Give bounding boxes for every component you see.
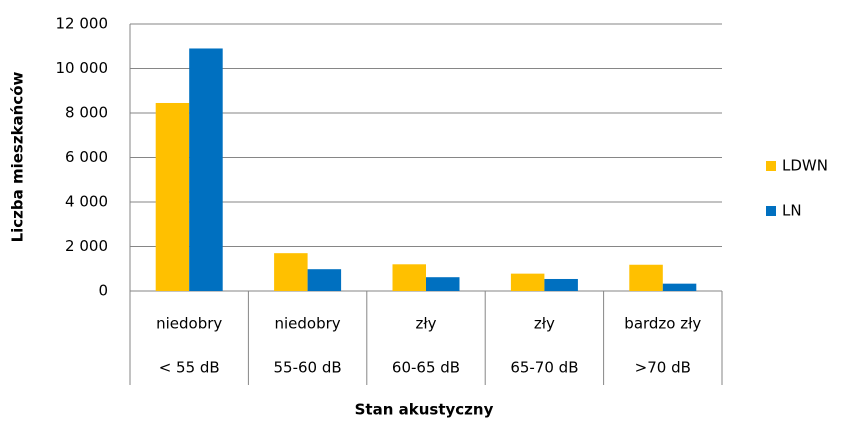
bar (189, 48, 223, 291)
x-tick-label: zły (534, 315, 555, 333)
x-tick-label: 55-60 dB (274, 359, 342, 377)
bar (510, 273, 545, 291)
y-tick-label: 12 000 (56, 15, 109, 33)
legend-label: LN (782, 202, 802, 220)
x-tick-label: < 55 dB (159, 359, 220, 377)
bar (426, 277, 460, 291)
x-tick-label: niedobry (156, 315, 222, 333)
x-tick-label: 60-65 dB (392, 359, 460, 377)
legend-label: LDWN (782, 157, 828, 175)
y-axis-label: Liczba mieszkańców (9, 71, 27, 242)
y-tick-label: 0 (98, 282, 108, 300)
y-tick-label: 10 000 (56, 59, 109, 77)
x-axis-label: Stan akustyczny (355, 401, 494, 419)
x-tick-label: 65-70 dB (510, 359, 578, 377)
x-tick-label: >70 dB (635, 359, 691, 377)
legend-swatch (766, 161, 776, 171)
x-tick-label: bardzo zły (624, 315, 701, 333)
bar (662, 283, 697, 291)
x-tick-label: niedobry (275, 315, 341, 333)
x-tick-label: zły (415, 315, 436, 333)
bar (544, 278, 578, 291)
y-tick-label: 6 000 (65, 148, 108, 166)
bar (155, 102, 190, 291)
bar (274, 253, 308, 291)
bar (307, 269, 342, 291)
bar (629, 264, 663, 291)
y-tick-label: 4 000 (65, 193, 108, 211)
y-tick-label: 8 000 (65, 104, 108, 122)
legend-swatch (766, 206, 776, 216)
y-tick-label: 2 000 (65, 237, 108, 255)
bar (392, 264, 426, 291)
